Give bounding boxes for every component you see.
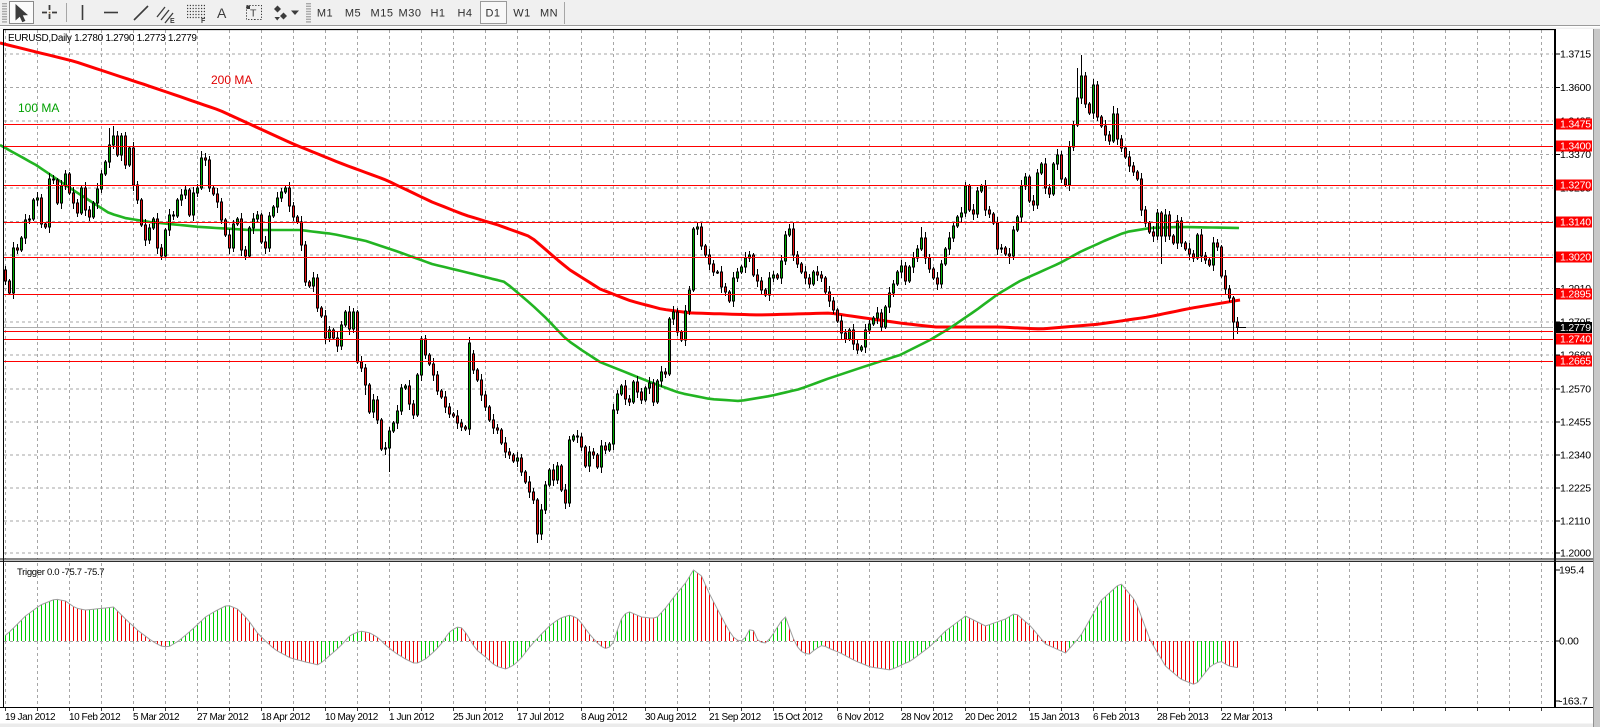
svg-text:T: T bbox=[250, 8, 257, 20]
svg-text:1.2779: 1.2779 bbox=[1560, 322, 1591, 334]
svg-text:27 Mar 2012: 27 Mar 2012 bbox=[197, 712, 249, 723]
svg-text:H1: H1 bbox=[430, 8, 445, 20]
svg-text:1.2740: 1.2740 bbox=[1560, 334, 1591, 346]
svg-text:1.3600: 1.3600 bbox=[1560, 82, 1591, 94]
svg-text:1.2000: 1.2000 bbox=[1560, 548, 1591, 560]
svg-text:20 Dec 2012: 20 Dec 2012 bbox=[965, 712, 1018, 723]
svg-text:0.00: 0.00 bbox=[1559, 636, 1579, 648]
svg-text:19 Jan 2012: 19 Jan 2012 bbox=[5, 712, 56, 723]
svg-text:18 Apr 2012: 18 Apr 2012 bbox=[261, 712, 311, 723]
svg-text:6 Nov 2012: 6 Nov 2012 bbox=[837, 712, 885, 723]
svg-text:6 Feb 2013: 6 Feb 2013 bbox=[1093, 712, 1140, 723]
svg-text:100 MA: 100 MA bbox=[18, 101, 59, 115]
svg-text:25 Jun 2012: 25 Jun 2012 bbox=[453, 712, 504, 723]
svg-text:28 Feb 2013: 28 Feb 2013 bbox=[1157, 712, 1209, 723]
svg-text:22 Mar 2013: 22 Mar 2013 bbox=[1221, 712, 1273, 723]
svg-text:1.2895: 1.2895 bbox=[1560, 289, 1591, 301]
svg-text:200 MA: 200 MA bbox=[211, 73, 252, 87]
svg-text:M15: M15 bbox=[371, 8, 394, 20]
svg-text:30 Aug 2012: 30 Aug 2012 bbox=[645, 712, 697, 723]
svg-text:1.3370: 1.3370 bbox=[1560, 149, 1591, 161]
svg-text:1.3475: 1.3475 bbox=[1560, 119, 1591, 131]
svg-text:M1: M1 bbox=[317, 8, 333, 20]
svg-text:M5: M5 bbox=[345, 8, 361, 20]
svg-text:5 Mar 2012: 5 Mar 2012 bbox=[133, 712, 180, 723]
svg-text:MN: MN bbox=[540, 8, 558, 20]
svg-text:A: A bbox=[217, 5, 227, 21]
svg-text:17 Jul 2012: 17 Jul 2012 bbox=[517, 712, 565, 723]
svg-text:M30: M30 bbox=[399, 8, 422, 20]
svg-text:H4: H4 bbox=[457, 8, 472, 20]
svg-text:10 Feb 2012: 10 Feb 2012 bbox=[69, 712, 121, 723]
svg-text:E: E bbox=[170, 18, 175, 25]
svg-text:15 Oct 2012: 15 Oct 2012 bbox=[773, 712, 823, 723]
svg-text:-163.7: -163.7 bbox=[1559, 696, 1588, 708]
svg-text:1.3400: 1.3400 bbox=[1560, 141, 1591, 153]
svg-text:Trigger 0.0 -75.7 -75.7: Trigger 0.0 -75.7 -75.7 bbox=[17, 567, 104, 578]
svg-text:1.2665: 1.2665 bbox=[1560, 356, 1591, 368]
svg-text:EURUSD,Daily 1.2780 1.2790 1.: EURUSD,Daily 1.2780 1.2790 1.2773 1.2779 bbox=[8, 33, 197, 44]
svg-text:21 Sep 2012: 21 Sep 2012 bbox=[709, 712, 762, 723]
svg-text:1.3270: 1.3270 bbox=[1560, 180, 1591, 192]
svg-text:1.3140: 1.3140 bbox=[1560, 217, 1591, 229]
svg-text:10 May 2012: 10 May 2012 bbox=[325, 712, 379, 723]
svg-text:28 Nov 2012: 28 Nov 2012 bbox=[901, 712, 954, 723]
svg-text:1.2455: 1.2455 bbox=[1560, 417, 1591, 429]
svg-text:1.2225: 1.2225 bbox=[1560, 483, 1591, 495]
svg-text:195.4: 195.4 bbox=[1559, 565, 1585, 577]
svg-text:1.3020: 1.3020 bbox=[1560, 252, 1591, 264]
svg-text:D1: D1 bbox=[485, 8, 500, 20]
svg-text:W1: W1 bbox=[513, 8, 531, 20]
svg-text:1 Jun 2012: 1 Jun 2012 bbox=[389, 712, 435, 723]
svg-text:F: F bbox=[201, 18, 206, 25]
svg-text:15 Jan 2013: 15 Jan 2013 bbox=[1029, 712, 1080, 723]
svg-text:1.2110: 1.2110 bbox=[1560, 516, 1590, 528]
svg-text:1.3715: 1.3715 bbox=[1560, 49, 1591, 61]
svg-text:1.2340: 1.2340 bbox=[1560, 450, 1591, 462]
svg-text:1.2570: 1.2570 bbox=[1560, 384, 1591, 396]
svg-text:8 Aug 2012: 8 Aug 2012 bbox=[581, 712, 628, 723]
